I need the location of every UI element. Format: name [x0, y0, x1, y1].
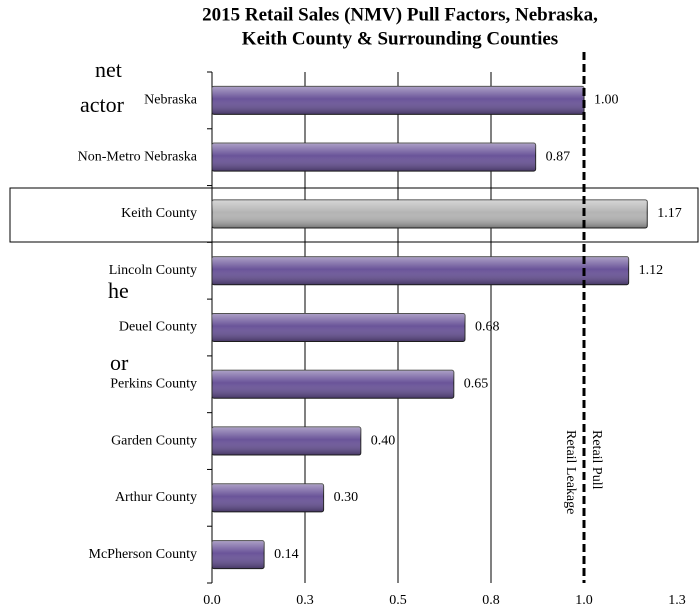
x-tick-label: 1.3 [668, 593, 686, 608]
data-label: 0.65 [464, 376, 489, 391]
bar-shade [212, 256, 629, 285]
y-tick-label: Keith County [121, 206, 197, 221]
data-label: 0.30 [334, 490, 359, 505]
bar-shade [212, 483, 324, 512]
highlight-box [9, 187, 699, 243]
background-text: he [108, 278, 129, 303]
data-label: 0.87 [546, 149, 571, 164]
data-label: 0.68 [475, 320, 500, 335]
bar-shade [212, 370, 454, 399]
chart-title: Keith County & Surrounding Counties [242, 28, 558, 49]
bar-shade [212, 540, 265, 569]
bar-shade [212, 86, 584, 115]
background-text: actor [80, 92, 125, 117]
x-tick-label: 0.8 [482, 593, 500, 608]
annotation: Retail Pull [589, 430, 604, 490]
y-tick-label: Non-Metro Nebraska [78, 149, 198, 164]
y-tick-label: Garden County [111, 433, 197, 448]
data-label: 1.17 [657, 206, 682, 221]
x-tick-label: 0.0 [203, 593, 221, 608]
background-text: net [95, 57, 122, 82]
data-label: 0.40 [371, 433, 396, 448]
bar-shade [212, 427, 361, 456]
data-label: 0.14 [274, 547, 299, 562]
y-tick-label: Lincoln County [109, 263, 197, 278]
background-text: or [110, 350, 129, 375]
bar-shade [212, 313, 465, 342]
data-label: 1.00 [594, 93, 619, 108]
y-tick-label: Arthur County [115, 490, 197, 505]
annotation: Retail Leakage [563, 430, 578, 514]
bar-shade [212, 199, 648, 228]
x-tick-label: 0.5 [389, 593, 407, 608]
bar-shade [212, 143, 536, 172]
y-tick-label: Deuel County [119, 320, 197, 335]
x-tick-label: 1.0 [575, 593, 593, 608]
y-tick-label: Nebraska [144, 93, 198, 108]
x-tick-label: 0.3 [296, 593, 314, 608]
y-tick-label: McPherson County [89, 547, 198, 562]
y-tick-label: Perkins County [110, 376, 197, 391]
data-label: 1.12 [639, 263, 664, 278]
chart-title: 2015 Retail Sales (NMV) Pull Factors, Ne… [202, 4, 598, 25]
